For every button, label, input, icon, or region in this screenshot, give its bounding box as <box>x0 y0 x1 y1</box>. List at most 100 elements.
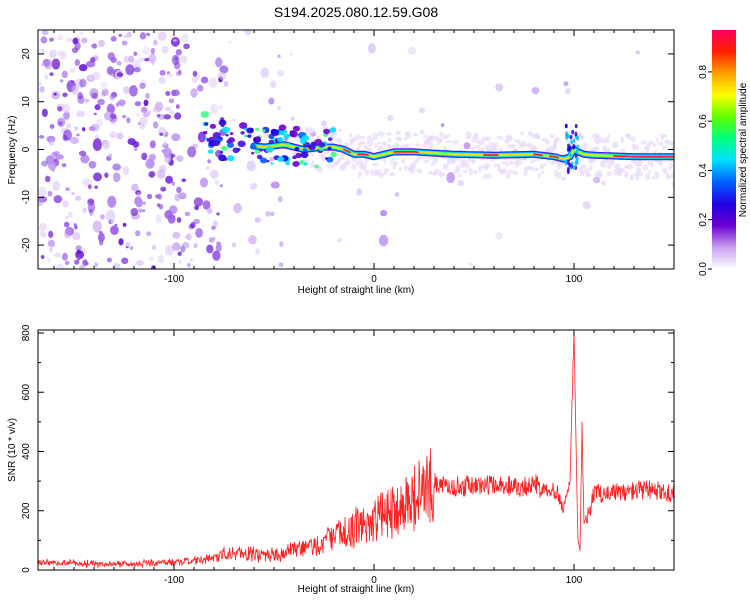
heatmap-cell <box>359 135 365 140</box>
heatmap-cell <box>543 162 547 166</box>
heatmap-cell <box>423 134 428 139</box>
heatmap-cell <box>41 30 49 36</box>
heatmap-cell <box>383 168 390 172</box>
heatmap-cell <box>206 138 211 142</box>
heatmap-cell <box>465 163 471 169</box>
heatmap-cell <box>401 157 406 165</box>
snr-ytick-label: 600 <box>21 383 32 400</box>
heatmap-cell <box>163 147 173 158</box>
heatmap-cell <box>651 176 655 180</box>
heatmap-cell <box>614 163 621 170</box>
heatmap-cell <box>423 159 430 164</box>
heatmap-cell <box>575 148 579 154</box>
heatmap-cell <box>179 55 188 64</box>
heatmap-cell <box>139 82 146 90</box>
signal-track-hot <box>549 155 559 159</box>
heatmap-cell <box>348 133 353 138</box>
heatmap-cell <box>61 163 67 168</box>
heatmap-cell <box>69 67 75 73</box>
heatmap-cell <box>565 131 568 136</box>
heatmap-cell <box>331 128 335 131</box>
heatmap-cell <box>72 37 79 45</box>
heatmap-cell <box>75 245 83 251</box>
heatmap-cell <box>636 171 644 177</box>
heatmap-cell <box>249 182 258 190</box>
heatmap-cell <box>206 244 214 254</box>
heatmap-cell <box>82 259 88 267</box>
heatmap-cell <box>439 172 446 177</box>
heatmap-cell <box>167 214 176 224</box>
heatmap-cell <box>576 144 580 149</box>
heatmap-cell <box>157 168 166 180</box>
heatmap-cell <box>172 231 181 239</box>
heatmap-cell <box>256 154 263 160</box>
heatmap-cell <box>75 250 85 260</box>
heatmap-cell <box>215 57 223 68</box>
heatmap-cell <box>183 43 190 50</box>
heatmap-cell <box>165 91 171 96</box>
heatmap-cell <box>220 145 228 151</box>
heatmap-cell <box>202 130 208 135</box>
heatmap-cell <box>337 157 342 163</box>
heatmap-cell <box>467 157 472 162</box>
heatmap-cell <box>197 131 206 143</box>
heatmap-cell <box>39 86 45 93</box>
heatmap-cell <box>236 147 241 152</box>
heatmap-cell <box>575 160 579 165</box>
heatmap-cell <box>388 172 396 177</box>
heatmap-cell <box>168 98 175 104</box>
heatmap-cell <box>171 242 181 251</box>
heatmap-cell <box>394 191 400 197</box>
heatmap-cell <box>269 80 277 89</box>
heatmap-cell <box>227 137 236 143</box>
snr-frame <box>37 329 675 571</box>
heatmap-cell <box>52 180 61 191</box>
heatmap-cell <box>202 200 211 210</box>
heatmap-cell <box>206 166 210 170</box>
heatmap-cell <box>292 125 301 132</box>
snr-ticks: -100 0 100 0 200 400 600 800 <box>21 324 675 586</box>
heatmap-cell <box>270 211 275 217</box>
spectrogram-ytick-label: -20 <box>21 237 32 252</box>
heatmap-cell <box>164 106 171 112</box>
heatmap-cell <box>170 37 180 47</box>
heatmap-cell <box>331 151 335 155</box>
heatmap-cell <box>367 135 372 142</box>
heatmap-cell <box>505 172 511 180</box>
heatmap-cell <box>366 140 374 147</box>
heatmap-cell <box>323 133 328 137</box>
heatmap-cell <box>592 176 601 184</box>
colorbar-tick-label: 0.8 <box>698 64 709 78</box>
heatmap-cell <box>68 211 73 218</box>
heatmap-cell <box>184 211 191 217</box>
heatmap-cell <box>361 163 367 170</box>
spectrogram-xtick-label: -100 <box>164 274 184 285</box>
heatmap-cell <box>532 167 539 172</box>
heatmap-cell <box>300 151 309 159</box>
heatmap-cell <box>416 168 422 173</box>
heatmap-cell <box>216 212 220 216</box>
heatmap-cell <box>568 162 572 168</box>
heatmap-cell <box>260 67 270 78</box>
signal-track-hot <box>343 148 351 154</box>
snr-xlabel: Height of straight line (km) <box>298 584 415 595</box>
heatmap-cell <box>249 144 257 150</box>
heatmap-cell <box>76 256 81 261</box>
heatmap-cell <box>118 238 124 246</box>
heatmap-cell <box>40 160 49 167</box>
heatmap-cell <box>200 110 210 118</box>
heatmap-cell <box>145 231 152 237</box>
heatmap-cell <box>191 76 199 83</box>
heatmap-cell <box>470 159 476 163</box>
heatmap-cell <box>125 64 135 76</box>
heatmap-cell <box>302 148 308 153</box>
heatmap-cell <box>171 133 181 142</box>
heatmap-cell <box>593 133 600 139</box>
heatmap-cell <box>321 155 326 163</box>
heatmap-cell <box>601 164 607 168</box>
heatmap-cell <box>276 106 282 110</box>
spectrogram-ytick-label: 20 <box>21 48 32 60</box>
heatmap-cell <box>340 163 347 169</box>
heatmap-cell <box>301 135 310 142</box>
heatmap-cell <box>214 179 220 186</box>
